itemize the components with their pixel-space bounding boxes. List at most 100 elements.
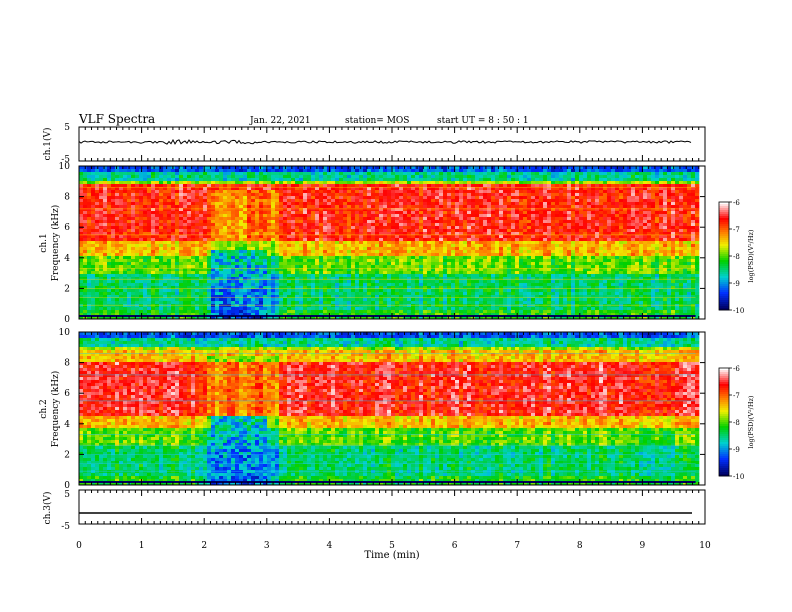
colorbar-swatch [719,204,729,207]
colorbar-tick-label: -9 [733,280,740,288]
colorbar-swatch [719,372,729,375]
colorbar-swatch [719,380,729,383]
colorbar-swatch [719,466,729,469]
colorbar-swatch [719,410,729,413]
freq-tick-label: 8 [64,359,70,369]
freq-tick-label: 2 [64,284,70,294]
colorbar-swatch [719,412,729,415]
colorbar-swatch [719,460,729,463]
colorbar-swatch [719,420,729,423]
colorbar-tick-label: -6 [733,199,740,207]
time-tick-label: 1 [139,541,145,551]
colorbar-swatch [719,446,729,449]
colorbar-swatch [719,444,729,447]
colorbar-tick-label: -9 [733,446,740,454]
colorbar-swatch [719,284,729,287]
colorbar-swatch [719,286,729,289]
ch2-spec-ylabel-b: Frequency (kHz) [50,371,61,448]
colorbar-swatch [719,216,729,219]
colorbar-swatch [719,418,729,421]
colorbar-swatch [719,262,729,265]
colorbar-swatch [719,228,729,231]
colorbar-tick-label: -6 [733,365,740,373]
colorbar-swatch [719,236,729,239]
start-time-label: start UT = 8 : 50 : 1 [437,116,529,126]
colorbar-swatch [719,264,729,267]
colorbar-swatch [719,396,729,399]
date-label: Jan. 22, 2021 [249,116,311,126]
colorbar-swatch [719,458,729,461]
freq-tick-label: 10 [59,328,71,338]
colorbar-swatch [719,214,729,217]
colorbar-swatch [719,260,729,263]
colorbar-swatch [719,378,729,381]
colorbar-swatch [719,208,729,211]
colorbar-swatch [719,472,729,475]
colorbar-swatch [719,368,729,371]
station-label: station= MOS [345,116,409,126]
colorbar-label: log(PSD)(V²/Hz) [747,229,755,282]
colorbar-swatch [719,304,729,307]
ch3-ytick-top: 5 [64,490,70,500]
figure-title: VLF Spectra [78,112,155,126]
colorbar-swatch [719,202,729,205]
colorbar-swatch [719,252,729,255]
colorbar-swatch [719,210,729,213]
ch2-spectrogram-image [79,332,705,486]
colorbar-swatch [719,272,729,275]
colorbar-swatch [719,370,729,373]
colorbar-swatch [719,224,729,227]
colorbar-swatch [719,388,729,391]
colorbar-swatch [719,464,729,467]
ch1-colorbar: -6 -7 -8 -9 -10 log(PSD)(V²/Hz) [718,199,755,315]
colorbar-swatch [719,308,729,311]
colorbar-swatch [719,294,729,297]
freq-tick-label: 2 [64,450,70,460]
colorbar-swatch [719,392,729,395]
colorbar-swatch [719,414,729,417]
freq-tick-label: 0 [64,481,70,491]
colorbar-swatch [719,438,729,441]
colorbar-swatch [719,430,729,433]
colorbar-swatch [719,434,729,437]
colorbar-swatch [719,454,729,457]
colorbar-swatch [719,280,729,283]
time-tick-label: 2 [201,541,207,551]
colorbar-swatch [719,244,729,247]
ch1-ytick-top: 5 [64,123,70,133]
colorbar-swatch [719,230,729,233]
colorbar-swatch [719,278,729,281]
colorbar-swatch [719,384,729,387]
colorbar-swatch [719,234,729,237]
colorbar-swatch [719,266,729,269]
ch2-spectrogram-panel: 0 2 4 6 8 10 ch.2 Frequency (kHz) [39,328,706,491]
colorbar-swatch [719,440,729,443]
colorbar-swatch [719,258,729,261]
colorbar-swatch [719,250,729,253]
colorbar-swatch [719,302,729,305]
time-tick-label: 5 [389,541,395,551]
colorbar-tick-label: -10 [733,307,744,315]
x-axis-title: Time (min) [364,550,419,561]
colorbar-swatch [719,386,729,389]
ch3-ytick-bottom: -5 [61,522,70,532]
ch1-trace [78,138,692,145]
colorbar-swatch [719,296,729,299]
colorbar-swatch [719,416,729,419]
colorbar-swatch [719,218,729,221]
colorbar-swatch [719,376,729,379]
colorbar-tick-label: -8 [733,419,740,427]
colorbar-swatch [719,282,729,285]
colorbar-swatch [719,400,729,403]
colorbar-swatch [719,468,729,471]
colorbar-swatch [719,394,729,397]
colorbar-swatch [719,254,729,257]
ch3-ylabel: ch.3(V) [42,492,53,525]
colorbar-swatch [719,270,729,273]
colorbar-swatch [719,462,729,465]
colorbar-tick-label: -7 [733,392,740,400]
colorbar-swatch [719,428,729,431]
colorbar-swatch [719,238,729,241]
colorbar-swatch [719,288,729,291]
colorbar-swatch [719,456,729,459]
